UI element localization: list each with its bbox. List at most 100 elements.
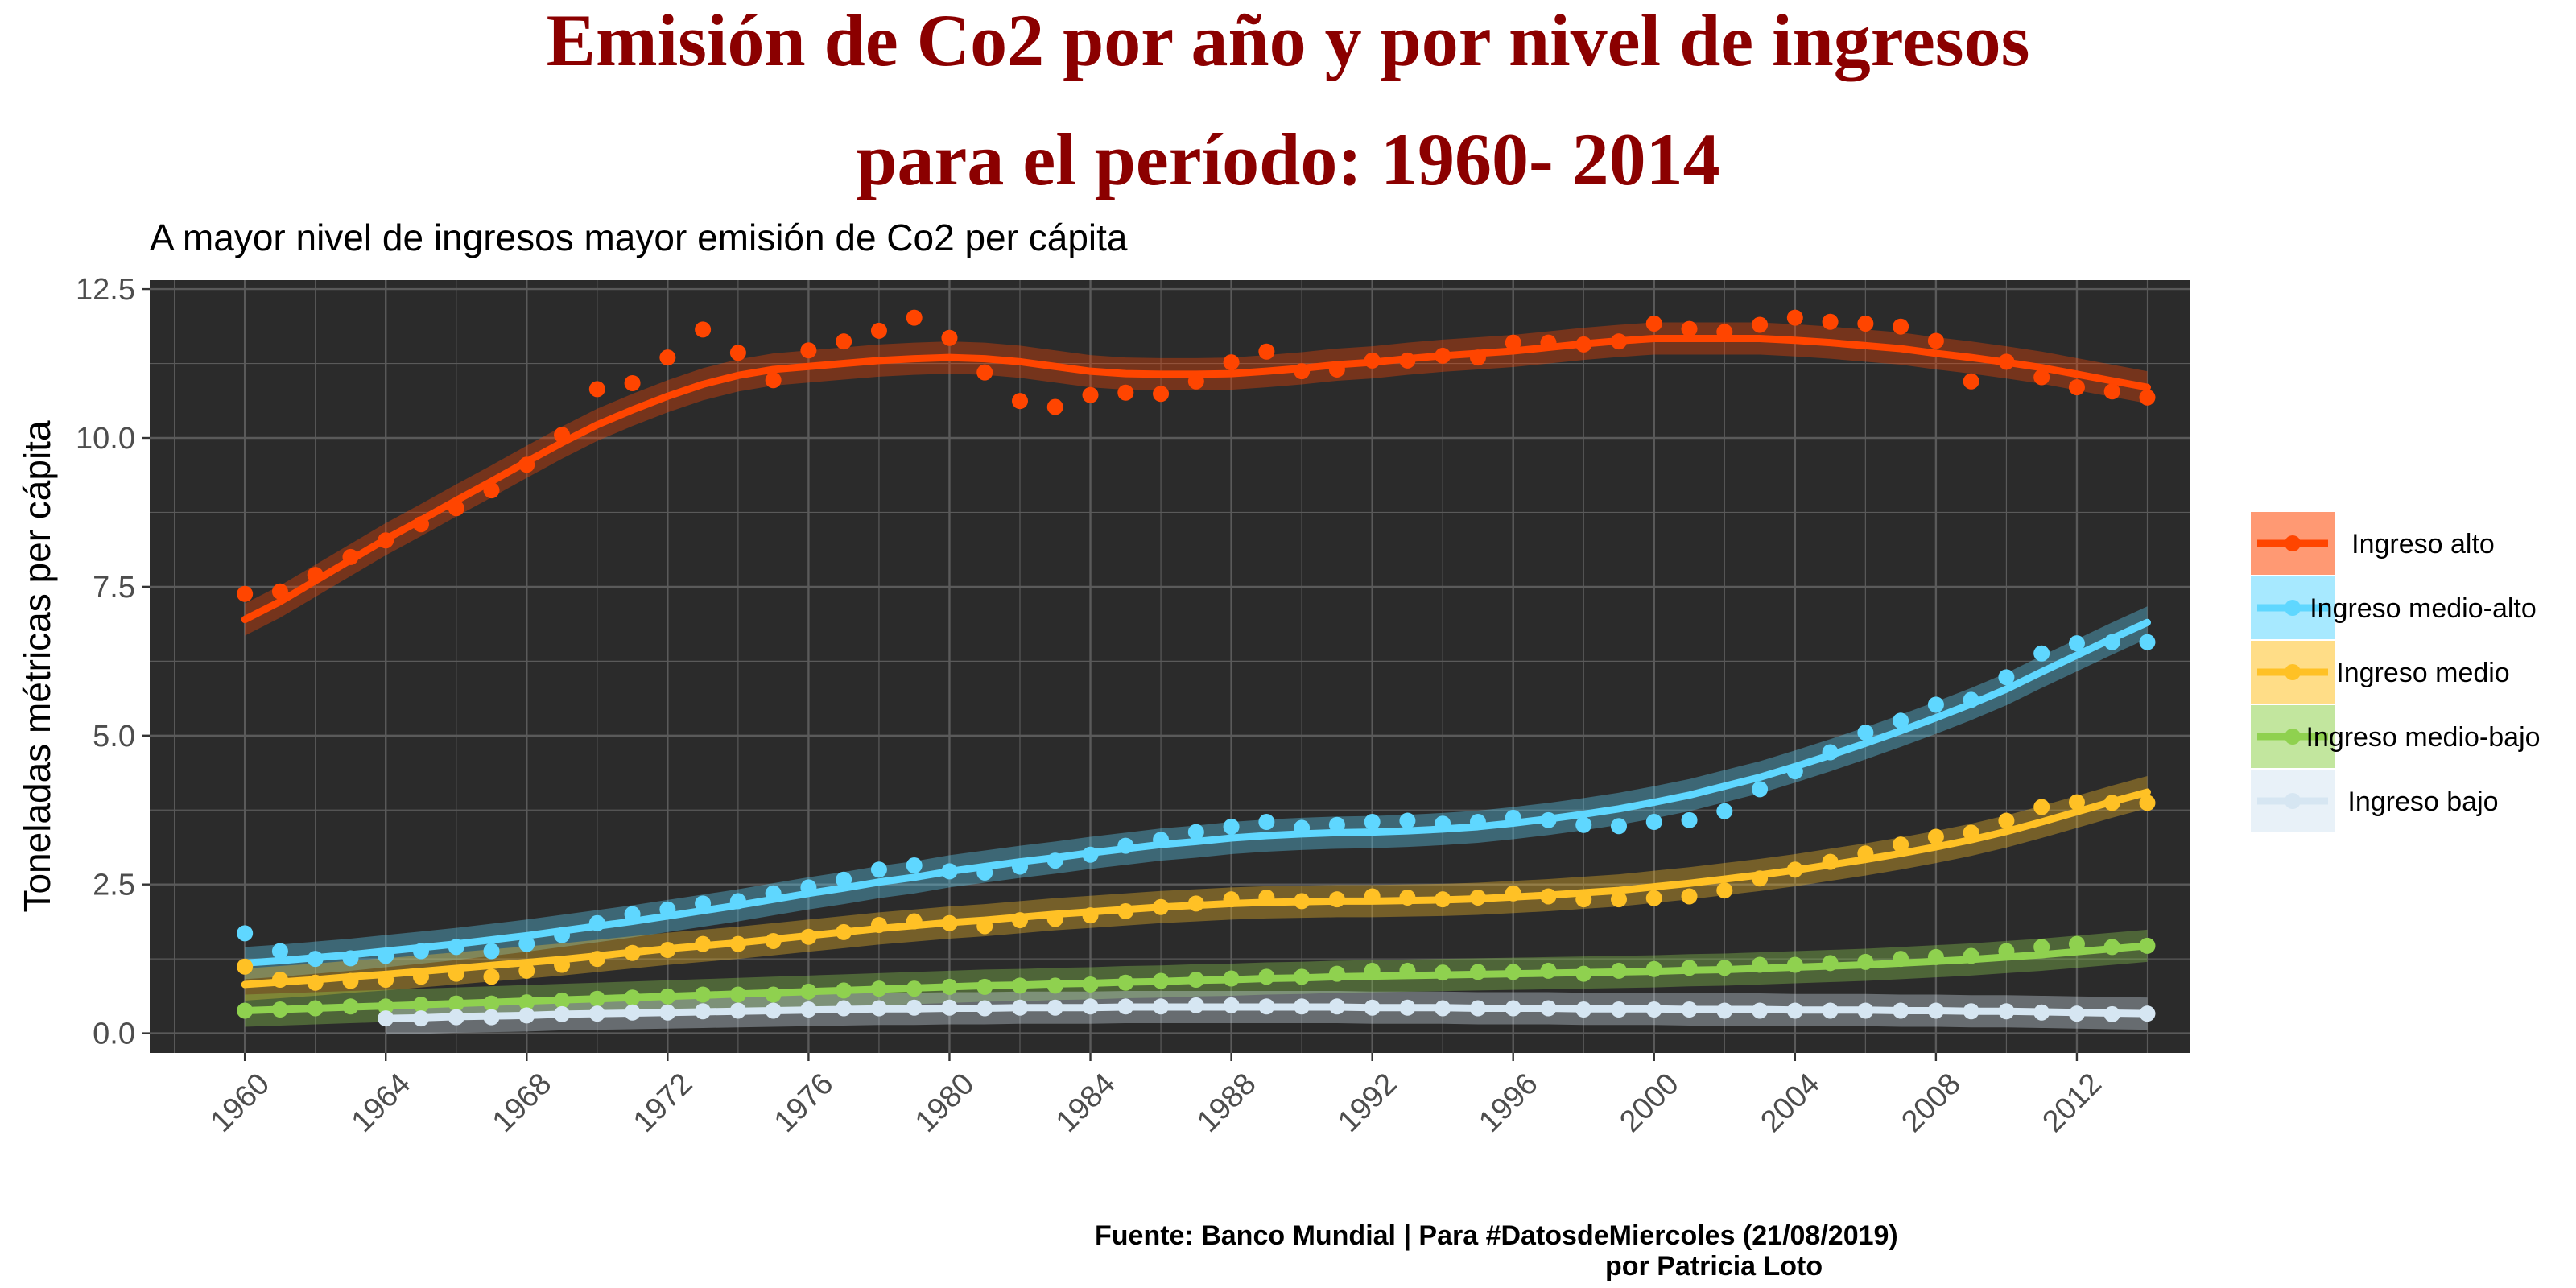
data-point (1153, 832, 1170, 848)
data-point (448, 939, 464, 956)
data-point (1752, 1002, 1769, 1019)
data-point (765, 885, 782, 902)
data-point (765, 372, 782, 389)
data-point (1927, 1002, 1944, 1019)
data-point (1752, 316, 1769, 333)
data-point (2103, 939, 2120, 956)
data-point (518, 935, 535, 952)
data-point (378, 947, 394, 964)
data-point (271, 1001, 288, 1018)
y-axis-label: Toneladas métricas per cápita (16, 420, 58, 913)
legend-key-point (2285, 535, 2301, 551)
data-point (1046, 852, 1063, 869)
data-point (1893, 318, 1909, 335)
data-point (1011, 912, 1028, 929)
data-point (1645, 960, 1662, 977)
data-point (342, 548, 359, 565)
data-point (1998, 353, 2015, 370)
data-point (1469, 964, 1486, 980)
data-point (1893, 836, 1909, 853)
data-point (1011, 977, 1028, 994)
data-point (1716, 882, 1733, 899)
data-point (412, 1010, 429, 1027)
data-point (659, 942, 676, 959)
chart-title-line-1: Emisión de Co2 por año y por nivel de in… (546, 0, 2030, 81)
data-point (554, 992, 571, 1009)
data-point (483, 995, 500, 1012)
data-point (1082, 846, 1099, 863)
data-point (588, 914, 605, 931)
data-point (1011, 999, 1028, 1016)
data-point (412, 516, 429, 533)
data-point (976, 918, 993, 935)
data-point (695, 321, 712, 338)
data-point (624, 1004, 641, 1021)
data-point (448, 500, 464, 517)
data-point (976, 364, 993, 381)
data-point (1752, 870, 1769, 887)
data-point (1258, 343, 1275, 360)
data-point (800, 928, 817, 945)
data-point (1011, 393, 1028, 410)
data-point (1857, 845, 1874, 862)
data-point (659, 988, 676, 1005)
data-point (906, 999, 923, 1016)
data-point (1364, 962, 1381, 979)
confidence-band (245, 606, 2148, 980)
data-point (1153, 898, 1170, 915)
data-point (1505, 964, 1521, 980)
data-point (1294, 893, 1311, 910)
data-point (1822, 313, 1839, 330)
x-tick-label: 1984 (1050, 1067, 1121, 1138)
data-point (554, 956, 571, 973)
y-tick-label: 10.0 (76, 422, 135, 456)
data-point (1575, 336, 1592, 353)
data-point (1716, 960, 1733, 976)
data-point (836, 923, 852, 940)
data-point (624, 989, 641, 1006)
data-point (906, 309, 923, 326)
data-point (976, 864, 993, 881)
data-point (1258, 889, 1275, 906)
data-point (448, 1009, 464, 1026)
data-point (1364, 999, 1381, 1016)
data-point (518, 1007, 535, 1024)
legend-label: Ingreso medio (2336, 658, 2509, 688)
data-point (976, 1000, 993, 1017)
legend-key-point (2285, 600, 2301, 616)
data-point (1681, 888, 1698, 905)
data-point (1153, 386, 1170, 402)
data-point (1540, 1000, 1557, 1017)
data-point (1716, 1002, 1733, 1019)
data-point (1046, 999, 1063, 1016)
data-point (1046, 977, 1063, 994)
data-point (271, 972, 288, 989)
data-point (695, 1003, 712, 1020)
data-point (1786, 956, 1803, 973)
grid-lines (150, 280, 2190, 1053)
data-point (2103, 795, 2120, 811)
data-point (1469, 889, 1486, 906)
data-point (1435, 815, 1451, 832)
legend-label: Ingreso alto (2351, 529, 2495, 559)
data-point (412, 997, 429, 1013)
data-point (1153, 972, 1170, 989)
data-point (765, 986, 782, 1003)
data-point (1681, 1001, 1698, 1018)
data-point (1117, 384, 1134, 401)
data-point (1786, 861, 1803, 878)
chart-title-line-2: para el período: 1960- 2014 (856, 118, 1720, 200)
data-point (1963, 1003, 1979, 1020)
data-point (729, 893, 746, 910)
data-point (2068, 1005, 2085, 1022)
data-point (1963, 691, 1979, 708)
x-tick-label: 1972 (627, 1067, 699, 1138)
data-point (2103, 634, 2120, 650)
data-point (2033, 799, 2050, 815)
data-point (1082, 907, 1099, 924)
data-point (1328, 361, 1345, 378)
data-point (1082, 998, 1099, 1015)
legend-key-point (2285, 729, 2301, 745)
data-point (307, 951, 324, 968)
